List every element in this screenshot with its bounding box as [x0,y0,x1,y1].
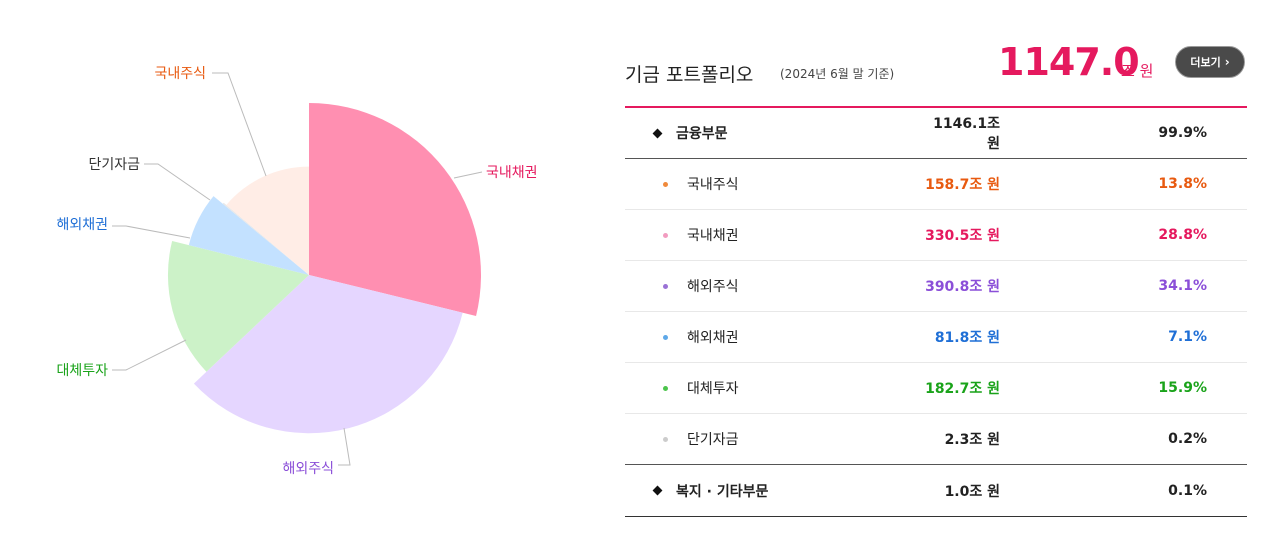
asset-pct: 28.8% [1000,209,1247,261]
bullet-dot-icon [663,181,668,187]
asset-name: 해외채권 [687,330,739,346]
total-amount: 1147.0 [998,40,1140,84]
panel-subtitle: (2024년 6월 말 기준) [780,67,895,81]
panel-header: 기금 포트폴리오 (2024년 6월 말 기준) 1147.0 조 원 더보기 … [625,40,1247,106]
pie-slice[interactable] [309,103,481,316]
asset-pct: 13.8% [1000,158,1247,210]
pie-leader-line [453,171,483,179]
asset-amount: 390.8조 원 [925,260,1000,312]
pie-slice-label: 국내주식 [154,66,206,82]
asset-pct: 7.1% [1000,311,1247,363]
panel-title: 기금 포트폴리오 [625,64,754,86]
asset-pct: 0.2% [1168,431,1207,447]
bullet-dot-icon [663,232,668,238]
asset-amount: 182.7조 원 [925,362,1000,414]
pie-slice[interactable] [167,240,309,372]
table-row-section: 금융부문 1146.1조 원 99.9% [625,107,1247,159]
pie-slice[interactable] [226,166,309,275]
pie-slice-label: 해외주식 [282,461,334,477]
section-amount: 1.0조 원 [925,464,1000,517]
table-row: 국내주식 158.7조 원 13.8% [625,158,1247,210]
pie-leader-line [144,163,211,201]
bullet-dot-icon [663,283,668,289]
table-row: 단기자금 2.3조 원 0.2% [625,414,1247,465]
more-button[interactable]: 더보기 › [1175,46,1245,78]
pie-slice-label: 해외채권 [56,217,108,233]
pie-slice[interactable] [193,275,463,434]
asset-name: 해외주식 [687,279,739,295]
chevron-right-icon: › [1224,55,1230,69]
section-pct: 0.1% [1000,464,1247,517]
portfolio-panel: 기금 포트폴리오 (2024년 6월 말 기준) 1147.0 조 원 더보기 … [625,40,1247,517]
pie-leader-line [112,225,191,239]
table-row: 국내채권 330.5조 원 28.8% [625,209,1247,261]
more-button-label: 더보기 [1190,56,1221,69]
pie-leader-line [112,339,187,371]
table-row-section: 복지 · 기타부문 1.0조 원 0.1% [625,464,1247,517]
pie-slice[interactable] [188,196,309,275]
asset-name: 대체투자 [687,381,739,397]
asset-amount: 330.5조 원 [925,209,1000,261]
asset-name: 단기자금 [687,432,739,448]
asset-pct: 15.9% [1000,362,1247,414]
asset-name: 국내채권 [687,228,739,244]
total-unit: 조 원 [1121,62,1154,80]
diamond-bullet-icon [652,128,663,138]
portfolio-table: 금융부문 1146.1조 원 99.9% 국내주식 158.7조 원 13.8%… [625,106,1247,517]
section-name: 복지 · 기타부문 [676,483,769,500]
asset-amount: 2.3조 원 [944,432,1000,448]
pie-slice-label: 국내채권 [486,165,538,181]
table-row: 대체투자 182.7조 원 15.9% [625,362,1247,414]
pie-slice-label: 단기자금 [88,157,140,173]
asset-amount: 158.7조 원 [925,158,1000,210]
section-amount: 1146.1조 원 [925,107,1000,159]
asset-amount: 81.8조 원 [925,311,1000,363]
asset-pct: 34.1% [1000,260,1247,312]
bullet-dot-icon [663,334,668,340]
pie-slice-label: 대체투자 [56,363,108,379]
asset-name: 국내주식 [687,177,739,193]
section-pct: 99.9% [1000,107,1247,159]
pie-slice[interactable] [222,202,309,275]
diamond-bullet-icon [652,485,663,496]
pie-leader-line [338,427,351,466]
bullet-dot-icon [663,385,668,391]
table-row: 해외채권 81.8조 원 7.1% [625,311,1247,363]
section-name: 금융부문 [676,126,728,142]
table-row: 해외주식 390.8조 원 34.1% [625,260,1247,312]
pie-leader-line [212,72,267,177]
bullet-dot-icon [663,436,668,442]
